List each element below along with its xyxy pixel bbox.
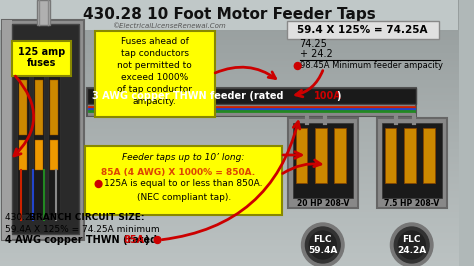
Text: of tap conductor: of tap conductor [117, 85, 192, 94]
Text: (NEC compliant tap).: (NEC compliant tap). [137, 193, 231, 202]
FancyBboxPatch shape [36, 0, 50, 25]
FancyBboxPatch shape [18, 70, 29, 215]
Text: ampacity.: ampacity. [133, 98, 176, 106]
Text: fuses: fuses [27, 58, 56, 68]
FancyBboxPatch shape [19, 80, 27, 135]
FancyBboxPatch shape [334, 128, 346, 183]
Text: Feeder taps up to 10’ long:: Feeder taps up to 10’ long: [122, 153, 245, 163]
Text: 74.25: 74.25 [300, 39, 328, 49]
Text: BRANCH CIRCUIT SIZE:: BRANCH CIRCUIT SIZE: [29, 214, 145, 222]
FancyBboxPatch shape [423, 128, 435, 183]
Text: tap conductors: tap conductors [120, 49, 189, 59]
FancyBboxPatch shape [404, 128, 416, 183]
Circle shape [294, 63, 301, 69]
Text: FLC
59.4A: FLC 59.4A [308, 235, 337, 255]
Text: + 24.2: + 24.2 [300, 49, 332, 59]
Circle shape [95, 181, 102, 188]
Circle shape [391, 223, 433, 266]
FancyBboxPatch shape [35, 140, 43, 170]
Text: 85A: 85A [124, 235, 145, 245]
Text: ©ElectricalLicenseRenewal.Com: ©ElectricalLicenseRenewal.Com [112, 23, 226, 29]
Text: 430.28 10 Foot Motor Feeder Taps: 430.28 10 Foot Motor Feeder Taps [82, 6, 375, 22]
FancyBboxPatch shape [87, 88, 416, 104]
FancyBboxPatch shape [296, 128, 307, 183]
Text: 98.45A Minimum feeder ampacity: 98.45A Minimum feeder ampacity [300, 61, 443, 70]
FancyBboxPatch shape [87, 88, 416, 116]
FancyBboxPatch shape [377, 118, 447, 208]
Circle shape [154, 236, 161, 243]
FancyBboxPatch shape [85, 146, 282, 215]
Text: 59.4 X 125% = 74.25A: 59.4 X 125% = 74.25A [297, 25, 428, 35]
Text: 125 amp: 125 amp [18, 47, 65, 57]
Text: 59.4A X 125% = 74.25A minimum: 59.4A X 125% = 74.25A minimum [5, 225, 159, 234]
FancyBboxPatch shape [33, 70, 45, 215]
Text: 3 AWG copper THWN feeder (rated: 3 AWG copper THWN feeder (rated [92, 91, 287, 101]
FancyBboxPatch shape [48, 70, 60, 215]
Text: 85A (4 AWG) X 1000% = 850A.: 85A (4 AWG) X 1000% = 850A. [101, 168, 255, 177]
FancyBboxPatch shape [288, 118, 357, 208]
FancyBboxPatch shape [382, 123, 442, 198]
FancyBboxPatch shape [2, 20, 11, 240]
Text: 4 AWG copper THWN (rated: 4 AWG copper THWN (rated [5, 235, 160, 245]
FancyBboxPatch shape [315, 128, 327, 183]
Text: 125A is equal to or less than 850A.: 125A is equal to or less than 850A. [104, 180, 263, 189]
Circle shape [394, 227, 429, 263]
Text: exceed 1000%: exceed 1000% [121, 73, 188, 82]
Text: not permitted to: not permitted to [117, 61, 192, 70]
FancyBboxPatch shape [50, 140, 58, 170]
Text: ): ) [144, 235, 148, 245]
Text: 430.22: 430.22 [5, 214, 39, 222]
Circle shape [301, 223, 344, 266]
FancyBboxPatch shape [293, 123, 353, 198]
FancyBboxPatch shape [50, 80, 58, 135]
FancyBboxPatch shape [35, 80, 43, 135]
Circle shape [398, 231, 425, 259]
Text: 20 HP 208-V: 20 HP 208-V [297, 198, 349, 207]
Text: 7.5 HP 208-V: 7.5 HP 208-V [384, 198, 439, 207]
FancyBboxPatch shape [384, 128, 396, 183]
Text: FLC
24.2A: FLC 24.2A [397, 235, 426, 255]
FancyBboxPatch shape [287, 21, 439, 39]
FancyBboxPatch shape [0, 0, 458, 30]
FancyBboxPatch shape [95, 31, 215, 117]
Text: Fuses ahead of: Fuses ahead of [121, 38, 189, 47]
FancyBboxPatch shape [12, 40, 71, 76]
FancyBboxPatch shape [19, 140, 27, 170]
FancyBboxPatch shape [11, 24, 79, 234]
Circle shape [309, 231, 337, 259]
FancyBboxPatch shape [2, 20, 84, 240]
Text: ): ) [337, 91, 341, 101]
Text: 100A: 100A [314, 91, 342, 101]
Circle shape [305, 227, 340, 263]
